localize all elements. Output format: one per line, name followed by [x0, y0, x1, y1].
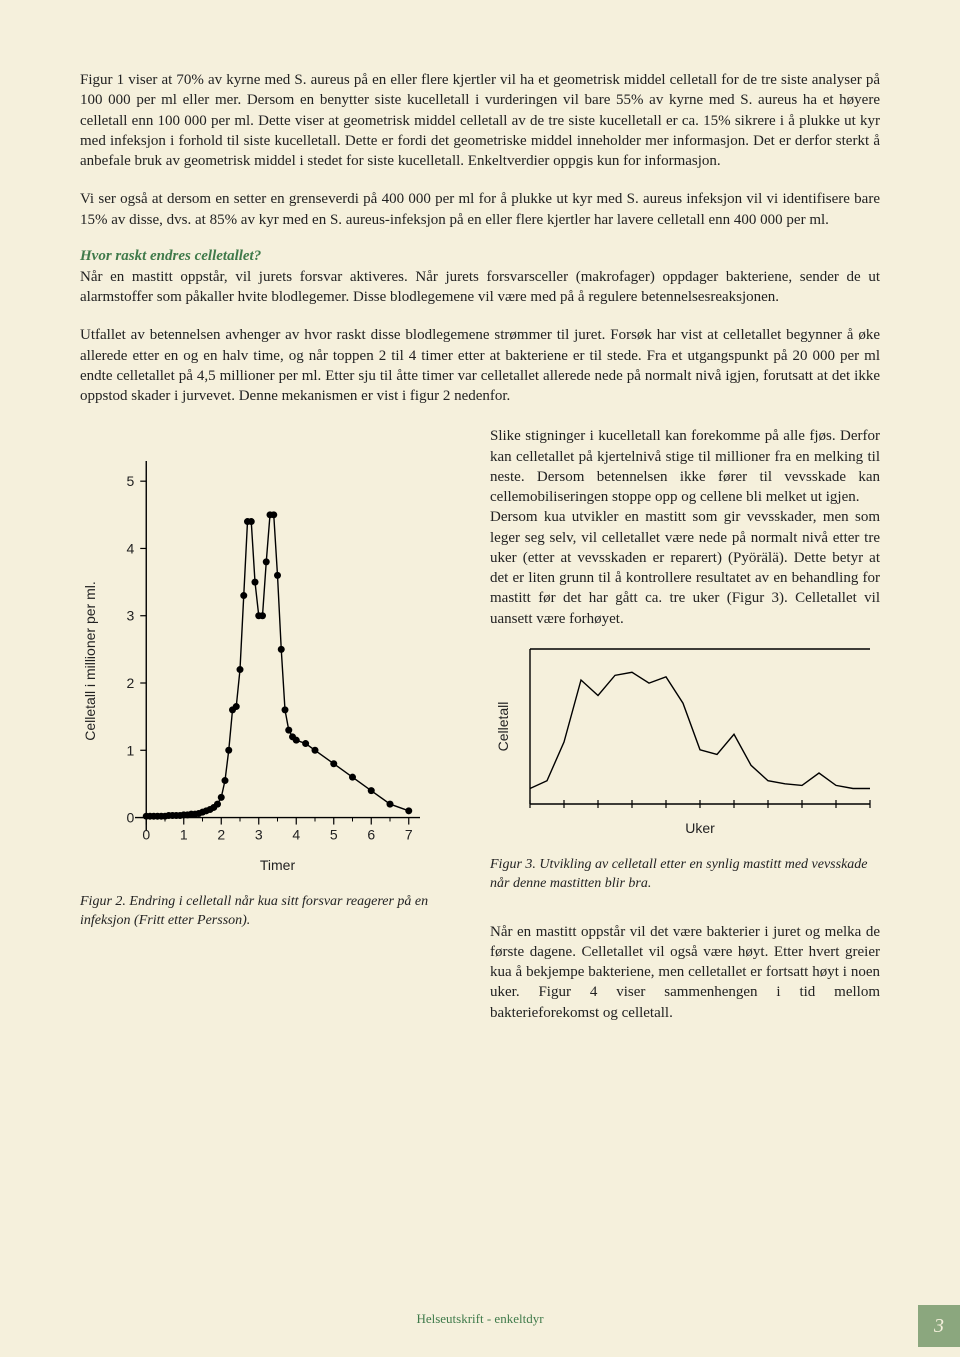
svg-text:2: 2 [126, 675, 134, 691]
svg-text:4: 4 [292, 827, 300, 843]
paragraph-4: Utfallet av betennelsen avhenger av hvor… [80, 325, 880, 406]
figure-2-caption: Figur 2. Endring i celletall når kua sit… [80, 893, 460, 931]
svg-text:1: 1 [180, 827, 188, 843]
paragraph-1: Figur 1 viser at 70% av kyrne med S. aur… [80, 70, 880, 171]
page-number-tab: 3 [918, 1305, 960, 1347]
svg-text:7: 7 [405, 827, 413, 843]
svg-text:6: 6 [367, 827, 375, 843]
svg-text:5: 5 [330, 827, 338, 843]
section-heading: Hvor raskt endres celletallet? [80, 248, 880, 265]
svg-text:Timer: Timer [260, 857, 296, 873]
footer-text: Helseutskrift - enkeltdyr [0, 1311, 960, 1327]
figure-2-chart: 0 1 2 3 4 5 0 1 2 3 4 5 6 7 Celletall i millioner per … [80, 446, 460, 881]
right-paragraph-3: Når en mastitt oppstår vil det være bakt… [490, 922, 880, 1023]
svg-text:4: 4 [126, 541, 134, 557]
svg-text:5: 5 [126, 473, 134, 489]
svg-text:Uker: Uker [685, 820, 715, 836]
figure-3-caption: Figur 3. Utvikling av celletall etter en… [490, 856, 880, 894]
right-paragraph-1: Slike stigninger i kucelletall kan forek… [490, 426, 880, 507]
svg-text:3: 3 [126, 608, 134, 624]
svg-text:Celletall: Celletall [495, 701, 511, 751]
svg-text:Celletall i millioner per ml.: Celletall i millioner per ml. [82, 582, 98, 742]
svg-text:0: 0 [142, 827, 150, 843]
svg-text:0: 0 [126, 810, 134, 826]
svg-text:2: 2 [217, 827, 225, 843]
right-paragraph-2: Dersom kua utvikler en mastitt som gir v… [490, 507, 880, 629]
svg-text:3: 3 [255, 827, 263, 843]
svg-text:1: 1 [126, 743, 134, 759]
paragraph-2: Vi ser også at dersom en setter en grens… [80, 189, 880, 230]
paragraph-3: Når en mastitt oppstår, vil jurets forsv… [80, 267, 880, 308]
figure-3-chart: Celletall Uker [490, 629, 880, 844]
